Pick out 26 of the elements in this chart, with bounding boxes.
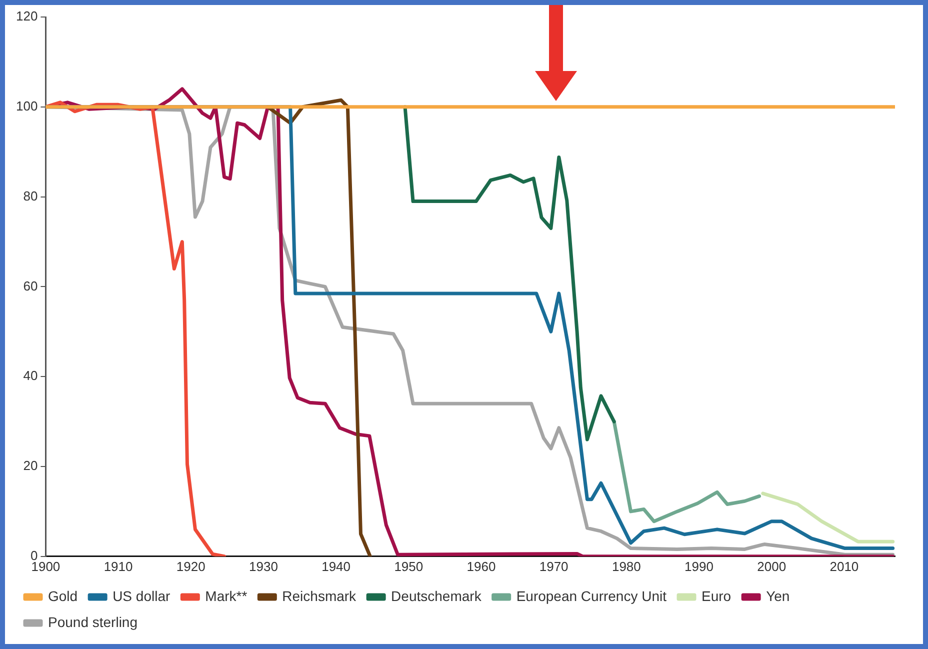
x-tick-label: 1920 xyxy=(176,558,206,574)
x-tick-label: 1940 xyxy=(322,558,351,574)
x-tick-label: 1910 xyxy=(104,558,133,574)
x-tick-label: 1970 xyxy=(539,558,568,574)
legend-label: Pound sterling xyxy=(48,614,138,630)
legend-label: Euro xyxy=(702,588,732,604)
legend-label: Gold xyxy=(48,588,78,604)
legend-label: Yen xyxy=(766,588,790,604)
y-tick-label: 20 xyxy=(23,458,38,474)
y-tick-label: 40 xyxy=(23,368,38,384)
x-tick-label: 1960 xyxy=(466,558,496,574)
x-tick-label: 2010 xyxy=(830,558,859,574)
y-tick-label: 100 xyxy=(16,98,38,114)
x-tick-label: 2000 xyxy=(757,558,786,574)
legend-label: European Currency Unit xyxy=(516,588,667,604)
legend-label: Deutschemark xyxy=(391,588,482,604)
legend-label: Reichsmark xyxy=(282,588,358,604)
x-tick-label: 1990 xyxy=(684,558,714,574)
legend-label: Mark** xyxy=(205,588,248,604)
y-tick-label: 80 xyxy=(23,188,38,204)
x-tick-label: 1980 xyxy=(612,558,641,574)
y-tick-label: 60 xyxy=(23,278,38,294)
y-tick-label: 120 xyxy=(16,8,38,24)
x-tick-label: 1930 xyxy=(249,558,278,574)
x-tick-label: 1950 xyxy=(394,558,424,574)
legend-label: US dollar xyxy=(112,588,170,604)
